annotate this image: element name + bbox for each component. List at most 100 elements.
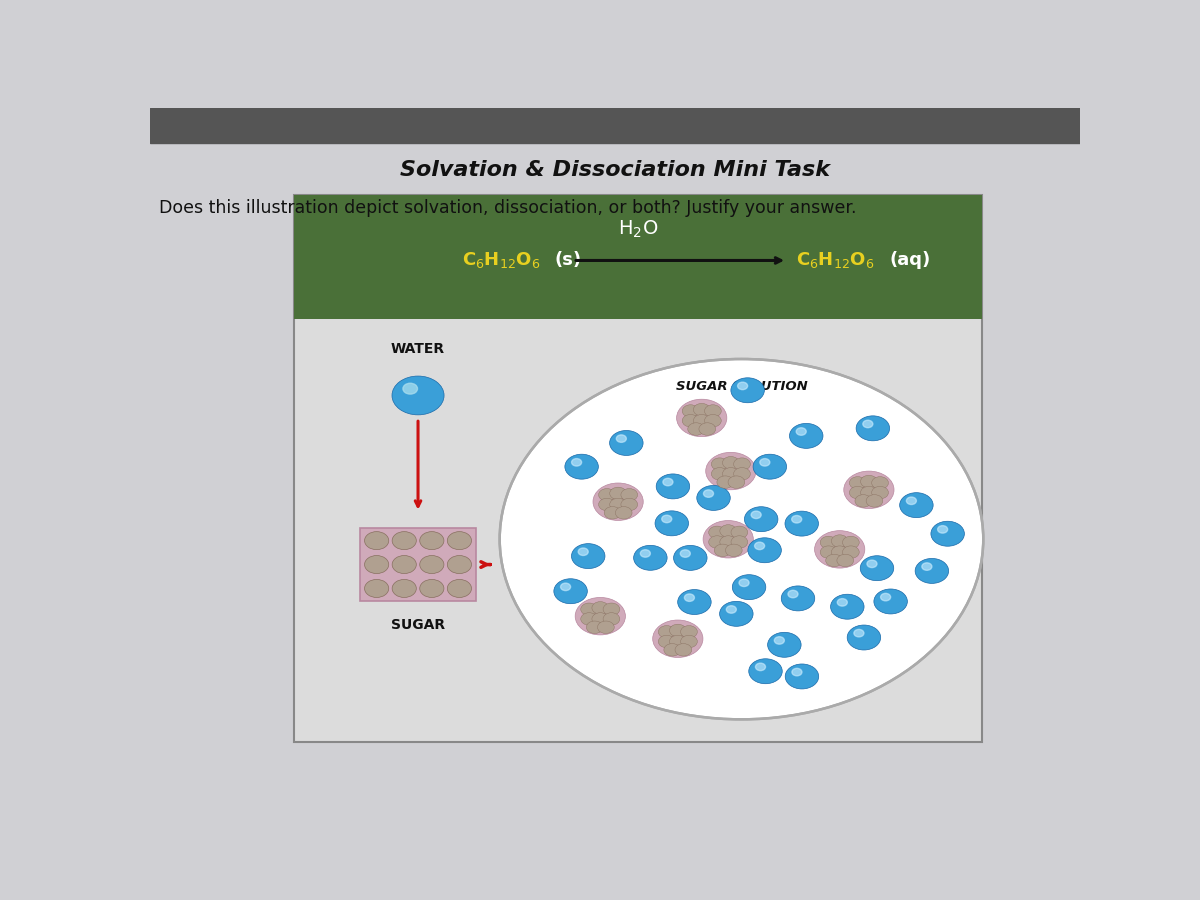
Circle shape: [392, 532, 416, 550]
Circle shape: [448, 555, 472, 573]
Circle shape: [661, 515, 672, 523]
Circle shape: [578, 548, 588, 555]
Circle shape: [677, 400, 727, 436]
Circle shape: [659, 626, 676, 638]
Circle shape: [709, 526, 726, 538]
Circle shape: [599, 499, 616, 510]
Circle shape: [680, 626, 697, 638]
Circle shape: [922, 562, 932, 571]
Circle shape: [738, 382, 748, 390]
Circle shape: [554, 579, 587, 604]
Circle shape: [871, 477, 888, 489]
Circle shape: [854, 495, 871, 507]
Circle shape: [678, 590, 712, 615]
Circle shape: [871, 486, 888, 499]
Circle shape: [716, 476, 733, 489]
Circle shape: [863, 420, 872, 427]
Circle shape: [726, 606, 737, 613]
Circle shape: [682, 405, 698, 418]
Circle shape: [448, 580, 472, 598]
Circle shape: [620, 489, 637, 501]
Circle shape: [703, 520, 754, 558]
Circle shape: [662, 478, 673, 486]
Circle shape: [593, 483, 643, 520]
Circle shape: [448, 532, 472, 550]
Circle shape: [420, 532, 444, 550]
Circle shape: [756, 663, 766, 670]
Circle shape: [755, 542, 764, 550]
Circle shape: [732, 575, 766, 599]
Circle shape: [688, 423, 704, 436]
Text: (s): (s): [554, 251, 582, 269]
Circle shape: [610, 499, 626, 510]
Circle shape: [815, 531, 865, 568]
Circle shape: [617, 435, 626, 442]
Circle shape: [592, 613, 608, 626]
Circle shape: [844, 471, 894, 508]
Circle shape: [581, 603, 598, 616]
Circle shape: [684, 594, 695, 601]
Circle shape: [774, 636, 785, 644]
Circle shape: [641, 550, 650, 557]
Circle shape: [592, 601, 608, 614]
Circle shape: [728, 476, 745, 489]
Circle shape: [392, 580, 416, 598]
Circle shape: [670, 635, 686, 648]
Circle shape: [634, 545, 667, 571]
Circle shape: [694, 415, 710, 427]
Circle shape: [604, 507, 620, 519]
Circle shape: [392, 376, 444, 415]
Circle shape: [704, 415, 721, 427]
Circle shape: [698, 423, 715, 436]
Circle shape: [731, 526, 748, 538]
Circle shape: [749, 659, 782, 684]
Circle shape: [790, 423, 823, 448]
Circle shape: [785, 664, 818, 689]
Circle shape: [365, 532, 389, 550]
Circle shape: [703, 490, 714, 498]
Circle shape: [832, 546, 848, 558]
Circle shape: [656, 474, 690, 499]
Circle shape: [751, 511, 761, 518]
Text: H$_2$O: H$_2$O: [618, 219, 659, 240]
Circle shape: [826, 554, 842, 567]
Circle shape: [906, 497, 917, 505]
Circle shape: [874, 589, 907, 614]
Circle shape: [659, 635, 676, 648]
Circle shape: [860, 555, 894, 580]
Circle shape: [714, 544, 731, 556]
Circle shape: [937, 526, 948, 533]
Circle shape: [850, 477, 866, 489]
Text: SUGAR: SUGAR: [391, 618, 445, 632]
Circle shape: [706, 453, 756, 490]
Bar: [294, 194, 983, 742]
Circle shape: [365, 555, 389, 573]
Bar: [360, 528, 476, 601]
Circle shape: [760, 459, 770, 466]
Circle shape: [587, 621, 604, 634]
Circle shape: [832, 535, 848, 547]
Circle shape: [604, 603, 620, 616]
Circle shape: [704, 405, 721, 418]
Circle shape: [620, 499, 637, 510]
Text: C$_6$H$_{12}$O$_6$: C$_6$H$_{12}$O$_6$: [462, 250, 540, 271]
Circle shape: [697, 485, 731, 510]
Circle shape: [850, 486, 866, 499]
Circle shape: [733, 468, 750, 480]
Circle shape: [744, 507, 778, 532]
Circle shape: [830, 594, 864, 619]
Circle shape: [420, 580, 444, 598]
Circle shape: [722, 468, 739, 480]
Circle shape: [560, 583, 570, 590]
Circle shape: [916, 559, 949, 583]
Circle shape: [682, 415, 698, 427]
Circle shape: [847, 625, 881, 650]
Bar: [150, 108, 1080, 142]
Circle shape: [664, 644, 680, 656]
Circle shape: [854, 629, 864, 637]
Circle shape: [733, 458, 750, 471]
Bar: [294, 194, 983, 320]
Circle shape: [768, 633, 802, 657]
Circle shape: [860, 475, 877, 488]
Circle shape: [581, 613, 598, 626]
